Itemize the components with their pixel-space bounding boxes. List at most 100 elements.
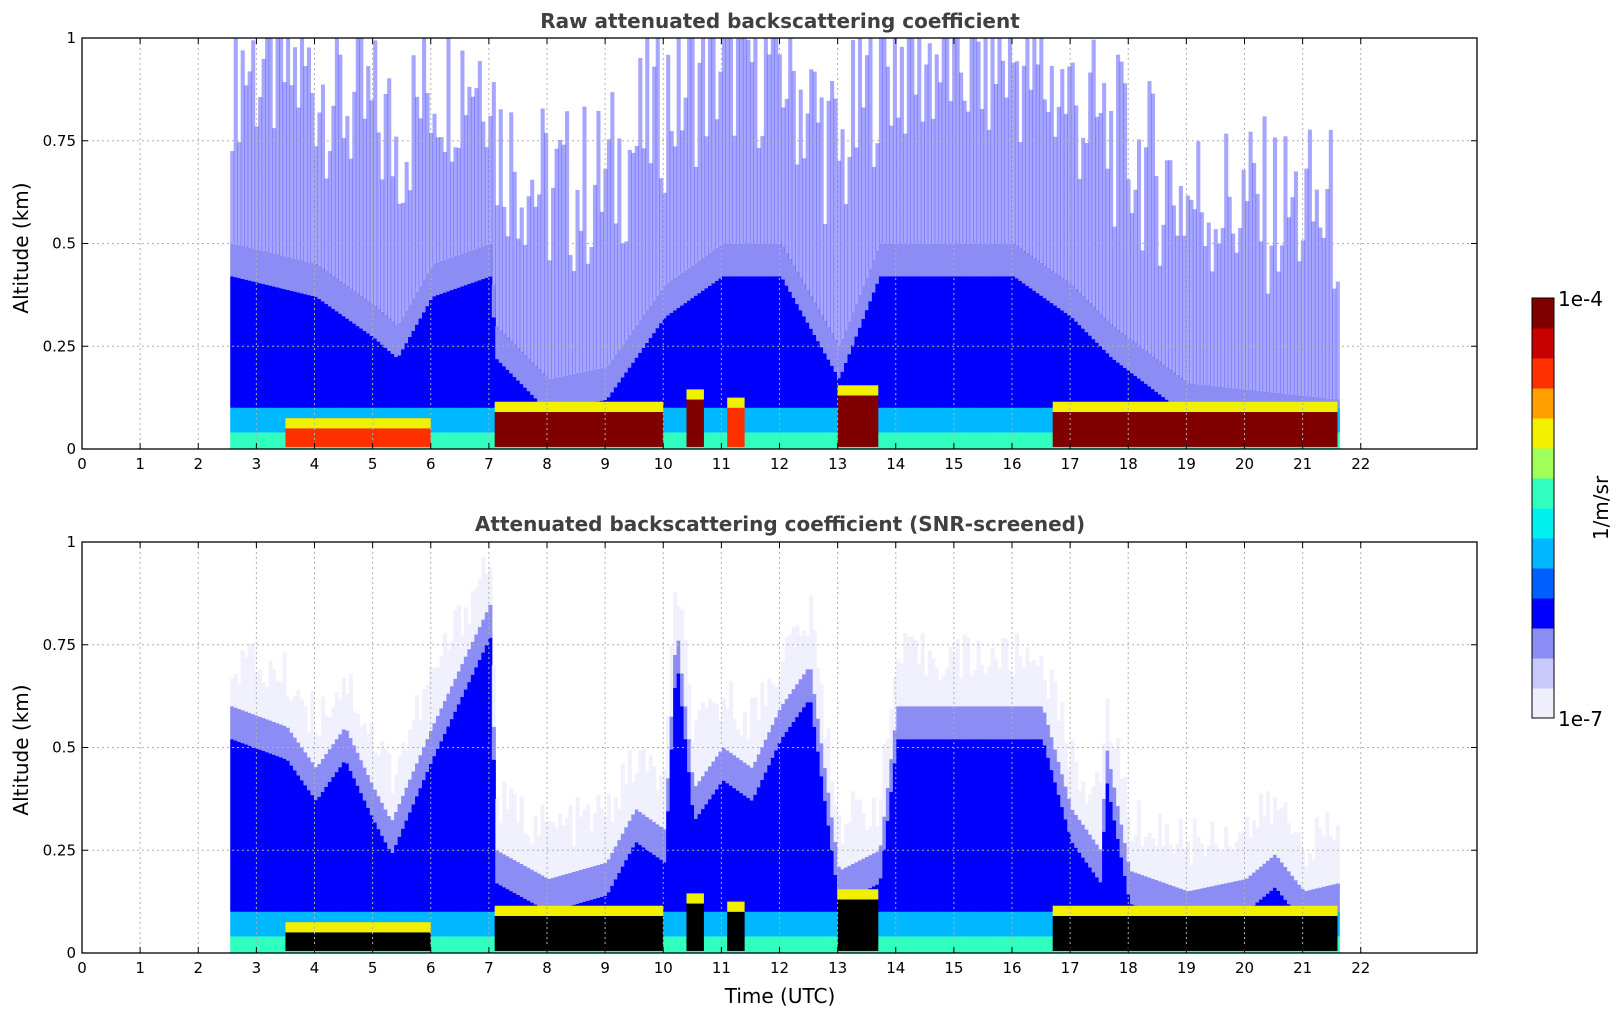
heatmap-cell <box>725 750 730 784</box>
heatmap-cell <box>662 192 667 286</box>
heatmap-cell <box>247 745 252 912</box>
strong-layer-halo <box>686 893 704 904</box>
heatmap-cell <box>1311 221 1316 397</box>
heatmap-cell <box>470 282 475 408</box>
heatmap-cell <box>1018 407 1023 433</box>
heatmap-cell <box>383 347 388 408</box>
heatmap-cell <box>477 627 482 660</box>
heatmap-cell <box>767 732 772 766</box>
heatmap-cell <box>882 38 887 244</box>
heatmap-cell <box>481 279 486 408</box>
heatmap-cell <box>1074 847 1079 912</box>
heatmap-cell <box>708 252 713 286</box>
heatmap-cell <box>1007 739 1013 912</box>
heatmap-cell <box>1007 407 1013 433</box>
heatmap-cell <box>317 112 322 267</box>
heatmap-cell <box>474 634 479 668</box>
heatmap-cell <box>662 285 667 319</box>
heatmap-cell <box>823 224 828 321</box>
heatmap-cell <box>491 284 496 318</box>
heatmap-cell <box>854 862 859 896</box>
heatmap-cell <box>425 684 430 740</box>
heatmap-cell <box>463 432 468 449</box>
heatmap-cell <box>432 911 437 937</box>
heatmap-cell <box>481 911 486 937</box>
heatmap-cell <box>662 829 667 863</box>
heatmap-cell <box>652 854 657 912</box>
heatmap-cell <box>704 936 709 953</box>
heatmap-cell <box>798 936 803 953</box>
heatmap-cell <box>725 276 730 408</box>
heatmap-cell <box>868 268 873 302</box>
heatmap-cell <box>1081 137 1086 296</box>
heatmap-cell <box>749 62 754 244</box>
heatmap-cell <box>878 432 883 449</box>
heatmap-cell <box>760 135 765 244</box>
heatmap-cell <box>889 432 894 449</box>
heatmap-cell <box>453 256 458 289</box>
heatmap-cell <box>969 936 974 953</box>
heatmap-cell <box>746 407 751 433</box>
heatmap-cell <box>882 936 887 953</box>
heatmap-cell <box>279 681 284 725</box>
heatmap-cell <box>512 793 517 861</box>
heatmap-cell <box>1032 706 1037 740</box>
heatmap-cell <box>1161 224 1166 365</box>
x-tick-label: 22 <box>1351 455 1370 473</box>
heatmap-cell <box>481 619 486 653</box>
heatmap-cell <box>456 671 461 705</box>
heatmap-cell <box>317 763 322 797</box>
heatmap-cell <box>662 936 667 953</box>
heatmap-cell <box>966 111 971 244</box>
heatmap-cell <box>655 857 660 912</box>
heatmap-cell <box>666 778 671 812</box>
heatmap-cell <box>903 706 908 740</box>
heatmap-cell <box>561 376 566 409</box>
heatmap-cell <box>258 911 263 937</box>
heatmap-cell <box>924 243 929 277</box>
heatmap-cell <box>739 735 744 761</box>
heatmap-cell <box>1032 432 1037 449</box>
heatmap-cell <box>244 279 249 408</box>
heatmap-cell <box>404 820 409 912</box>
heatmap-cell <box>334 278 339 312</box>
heatmap-cell <box>286 760 291 912</box>
heatmap-cell <box>334 311 339 408</box>
heatmap-cell <box>878 799 883 846</box>
heatmap-cell <box>1248 837 1253 876</box>
heatmap-cell <box>1084 862 1089 912</box>
heatmap-cell <box>1025 407 1030 433</box>
heatmap-cell <box>997 276 1002 408</box>
heatmap-cell <box>1007 670 1013 707</box>
heatmap-cell <box>422 689 427 748</box>
heatmap-cell <box>791 911 796 937</box>
strong-layer-halo <box>837 889 879 900</box>
heatmap-cell <box>973 739 978 912</box>
heatmap-cell <box>910 636 915 707</box>
heatmap-cell <box>931 936 936 953</box>
heatmap-cell <box>927 650 932 707</box>
heatmap-cell <box>1081 824 1086 858</box>
heatmap-cell <box>1004 432 1009 449</box>
strong-layer-halo <box>727 901 745 912</box>
heatmap-cell <box>603 168 608 368</box>
heatmap-cell <box>1077 790 1082 820</box>
heatmap-cell <box>711 936 716 953</box>
heatmap-cell <box>826 100 831 327</box>
heatmap-cell <box>1028 706 1033 740</box>
heatmap-cell <box>655 295 660 329</box>
heatmap-cell <box>453 288 458 408</box>
heatmap-cell <box>1053 136 1058 273</box>
heatmap-cell <box>920 936 925 953</box>
heatmap-cell <box>917 276 922 408</box>
heatmap-cell <box>1088 834 1093 868</box>
heatmap-cell <box>247 71 252 248</box>
heatmap-cell <box>373 338 378 408</box>
heatmap-cell <box>962 911 967 937</box>
heatmap-cell <box>920 739 925 912</box>
heatmap-cell <box>875 826 880 852</box>
heatmap-cell <box>1000 432 1006 449</box>
heatmap-cell <box>694 166 699 263</box>
heatmap-cell <box>1025 911 1030 937</box>
heatmap-cell <box>952 936 957 953</box>
